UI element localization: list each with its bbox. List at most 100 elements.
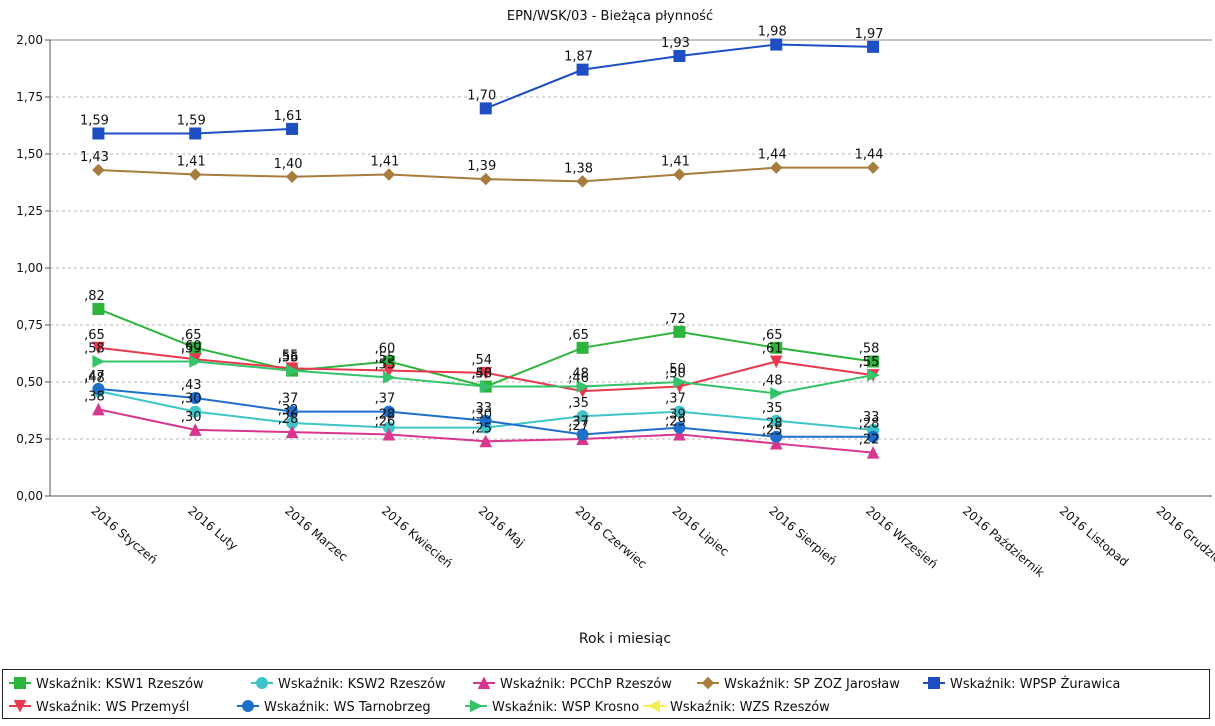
data-label: ,56 <box>278 351 299 366</box>
data-label: 1,41 <box>370 155 399 170</box>
data-point <box>189 168 202 181</box>
data-point <box>382 427 396 441</box>
legend-item: Wskaźnik: WS Tarnobrzeg <box>237 700 431 715</box>
data-point <box>866 161 880 174</box>
data-point <box>576 341 589 354</box>
data-point <box>92 341 105 355</box>
data-point <box>92 163 105 177</box>
x-tick-label: 2016 Październik <box>960 504 1047 580</box>
y-tick-label: 1,00 <box>16 261 43 275</box>
y-tick-label: 0,25 <box>16 432 43 446</box>
data-point <box>769 436 783 450</box>
data-point <box>770 387 783 400</box>
data-point <box>770 430 783 443</box>
data-point <box>673 421 686 434</box>
data-label: ,29 <box>665 414 686 429</box>
data-label: ,28 <box>375 408 396 423</box>
data-label: 1,38 <box>564 161 593 176</box>
data-point <box>285 170 299 184</box>
data-point <box>673 49 686 62</box>
legend-item: Wskaźnik: WSP Krosno <box>465 699 639 715</box>
data-point <box>382 168 396 181</box>
data-point <box>188 423 202 436</box>
chart-title: EPN/WSK/03 - Bieżąca płynność <box>507 9 713 24</box>
x-axis-title: Rok i miesiąc <box>579 631 671 647</box>
legend-item: Wskaźnik: KSW1 Rzeszów <box>9 677 204 692</box>
data-point <box>286 405 299 418</box>
data-label: ,37 <box>665 392 686 407</box>
data-label: ,43 <box>181 378 202 393</box>
data-label: 1,41 <box>661 155 690 170</box>
x-tick-label: 2016 Luty <box>185 504 240 553</box>
y-tick-label: 0,75 <box>16 318 43 332</box>
data-point <box>576 175 589 188</box>
grid-lines <box>50 39 1212 440</box>
legend-label: Wskaźnik: SP ZOZ Jarosław <box>724 677 900 692</box>
legend-label: Wskaźnik: WS Przemyśl <box>36 700 189 715</box>
legend-item: Wskaźnik: WPSP Żurawica <box>923 676 1120 692</box>
legend-marker <box>470 699 483 713</box>
data-label: ,26 <box>375 414 396 429</box>
data-label: ,28 <box>762 417 783 432</box>
x-tick-label: 2016 Sierpień <box>766 504 839 568</box>
data-label: ,28 <box>278 412 299 427</box>
data-label: ,22 <box>859 433 880 448</box>
data-point <box>479 366 493 380</box>
data-label: ,37 <box>278 392 299 407</box>
data-label: ,65 <box>568 328 589 343</box>
data-label: ,48 <box>471 367 492 382</box>
data-point <box>479 102 492 115</box>
y-tick-label: 1,50 <box>16 147 43 161</box>
data-point <box>92 303 105 316</box>
data-point <box>92 382 105 395</box>
x-tick-label: 2016 Marzec <box>282 504 350 564</box>
data-label: 1,40 <box>274 157 303 172</box>
legend-item: Wskaźnik: WZS Rzeszów <box>643 699 830 715</box>
data-label: ,33 <box>471 401 492 416</box>
data-label: ,47 <box>84 369 105 384</box>
data-point <box>479 380 493 393</box>
series-group <box>92 355 880 400</box>
data-point <box>286 122 299 135</box>
data-label: ,58 <box>84 341 105 356</box>
data-label: ,55 <box>859 355 880 370</box>
x-tick-label: 2016 Czerwiec <box>573 504 650 572</box>
data-label: ,60 <box>375 341 396 356</box>
data-label: ,48 <box>762 373 783 388</box>
data-label: 1,59 <box>177 113 206 128</box>
data-label: ,25 <box>762 424 783 439</box>
data-label: ,72 <box>665 312 686 327</box>
legend-marker <box>13 700 27 713</box>
data-label: ,82 <box>84 289 105 304</box>
x-tick-label: 2016 Grudzień <box>1154 504 1215 572</box>
data-point <box>770 161 783 174</box>
data-point <box>673 325 686 338</box>
data-label: ,55 <box>278 348 299 363</box>
data-label: ,48 <box>84 371 105 386</box>
data-label: ,59 <box>181 341 202 356</box>
data-label: ,46 <box>568 371 589 386</box>
data-label: ,61 <box>762 341 783 356</box>
x-tick-label: 2016 Lipiec <box>669 504 731 559</box>
data-label: ,50 <box>665 362 686 377</box>
legend-label: Wskaźnik: WSP Krosno <box>492 700 639 715</box>
legend-marker <box>477 676 491 689</box>
data-label: ,30 <box>181 410 202 425</box>
data-point <box>285 425 299 439</box>
legend-label: Wskaźnik: WS Tarnobrzeg <box>264 700 431 715</box>
y-tick-label: 2,00 <box>16 33 43 47</box>
data-point <box>189 127 202 140</box>
data-label: ,50 <box>471 367 492 382</box>
data-label: 1,41 <box>177 155 206 170</box>
legend-marker <box>647 699 660 713</box>
data-label: ,39 <box>665 408 686 423</box>
data-label: 1,87 <box>564 50 593 65</box>
data-label: ,28 <box>859 417 880 432</box>
legend: Wskaźnik: KSW1 Rzeszów Wskaźnik: KSW2 Rze… <box>2 669 1210 719</box>
data-point <box>189 405 202 418</box>
legend-label: Wskaźnik: PCChP Rzeszów <box>500 677 672 692</box>
series-lines <box>92 38 880 459</box>
data-point <box>92 355 106 368</box>
x-tick-label: 2016 Listopad <box>1057 504 1131 570</box>
data-label: ,25 <box>471 421 492 436</box>
